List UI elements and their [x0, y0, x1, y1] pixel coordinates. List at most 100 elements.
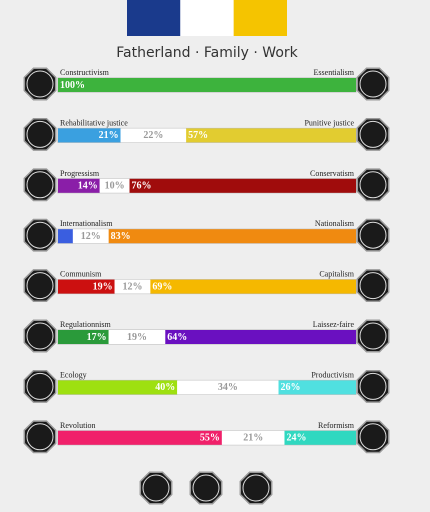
percent-label: 12% — [81, 231, 101, 242]
icon-ring — [26, 171, 54, 199]
icon — [356, 369, 390, 403]
percent-label: 19% — [93, 281, 113, 292]
icon — [23, 218, 57, 252]
bar-segment — [58, 178, 100, 193]
icon — [356, 168, 390, 202]
bar-segment — [165, 330, 356, 344]
icon — [23, 369, 57, 403]
right-label: Conservatism — [310, 169, 355, 178]
title: Fatherland · Family · Work — [116, 45, 298, 61]
percent-label: 57% — [188, 130, 208, 141]
bar-segment — [186, 128, 356, 143]
percent-label: 19% — [127, 332, 147, 343]
percent-label: 69% — [152, 281, 172, 292]
right-label: Productivism — [311, 370, 354, 379]
left-label: Revolution — [60, 421, 96, 430]
right-label: Laissez-faire — [313, 320, 355, 329]
bar-segment — [72, 229, 109, 244]
bar-segment — [129, 178, 356, 193]
flag-stripe — [233, 0, 287, 36]
right-label: Essentialism — [314, 68, 355, 77]
left-label: Constructivism — [60, 68, 110, 77]
percent-label: 40% — [155, 382, 175, 393]
bar-segment — [58, 279, 115, 294]
bar-segment — [99, 178, 130, 193]
icon-ring — [26, 322, 54, 350]
percent-label: 14% — [78, 181, 98, 192]
bar-segment — [58, 78, 356, 92]
percent-label: 17% — [87, 332, 107, 343]
icon-ring — [359, 372, 387, 400]
flag-stripe — [180, 0, 234, 36]
bar-segment — [114, 279, 151, 294]
bar-segment — [108, 229, 356, 244]
icon — [189, 471, 223, 505]
icon — [23, 117, 57, 151]
left-label: Internationalism — [60, 219, 113, 228]
icon-ring — [26, 120, 54, 148]
bar-segment — [278, 380, 356, 395]
icon-ring — [242, 474, 270, 502]
icon-ring — [359, 171, 387, 199]
icon-ring — [192, 474, 220, 502]
icon-ring — [26, 423, 54, 451]
right-label: Punitive justice — [304, 118, 354, 127]
percent-label: 100% — [60, 80, 85, 91]
icon-ring — [359, 322, 387, 350]
icon-ring — [26, 70, 54, 98]
icon-ring — [26, 272, 54, 300]
percent-label: 22% — [143, 130, 163, 141]
percent-label: 34% — [218, 382, 238, 393]
icon — [356, 420, 390, 454]
right-label: Capitalism — [319, 270, 354, 279]
percent-label: 64% — [167, 332, 187, 343]
icon-ring — [359, 70, 387, 98]
icon — [23, 67, 57, 101]
left-label: Regulationnism — [60, 320, 111, 329]
bar-segment — [108, 330, 166, 344]
icon — [23, 269, 57, 303]
percent-label: 76% — [132, 181, 152, 192]
left-label: Progressism — [60, 169, 100, 178]
bar-segment — [58, 330, 109, 344]
icon-ring — [142, 474, 170, 502]
icon — [356, 269, 390, 303]
bar-segment — [221, 430, 285, 445]
bar-segment — [120, 128, 187, 143]
flag-stripe — [127, 0, 181, 36]
icon — [356, 218, 390, 252]
left-label: Rehabilitative justice — [60, 118, 128, 127]
icon — [23, 420, 57, 454]
bar-segment — [150, 279, 356, 294]
icon-ring — [26, 221, 54, 249]
icon-ring — [26, 372, 54, 400]
percent-label: 10% — [105, 181, 125, 192]
icon-ring — [359, 120, 387, 148]
bar-segment — [58, 430, 222, 445]
icon-ring — [359, 221, 387, 249]
bar-segment — [58, 380, 178, 395]
percent-label: 55% — [200, 433, 220, 444]
right-label: Reformism — [318, 421, 355, 430]
percent-label: 24% — [286, 433, 306, 444]
icon-ring — [359, 272, 387, 300]
icon — [23, 319, 57, 353]
icon — [356, 67, 390, 101]
icon-ring — [359, 423, 387, 451]
left-label: Ecology — [60, 370, 87, 379]
icon — [356, 319, 390, 353]
left-label: Communism — [60, 270, 102, 279]
bar-segment — [284, 430, 356, 445]
percent-label: 21% — [243, 433, 263, 444]
bar-segment — [177, 380, 279, 395]
percent-label: 21% — [99, 130, 119, 141]
right-label: Nationalism — [315, 219, 355, 228]
icon — [356, 117, 390, 151]
bar-segment — [58, 128, 121, 143]
bar-segment — [58, 229, 73, 244]
icon — [239, 471, 273, 505]
icon — [23, 168, 57, 202]
percent-label: 83% — [111, 231, 131, 242]
percent-label: 26% — [281, 382, 301, 393]
